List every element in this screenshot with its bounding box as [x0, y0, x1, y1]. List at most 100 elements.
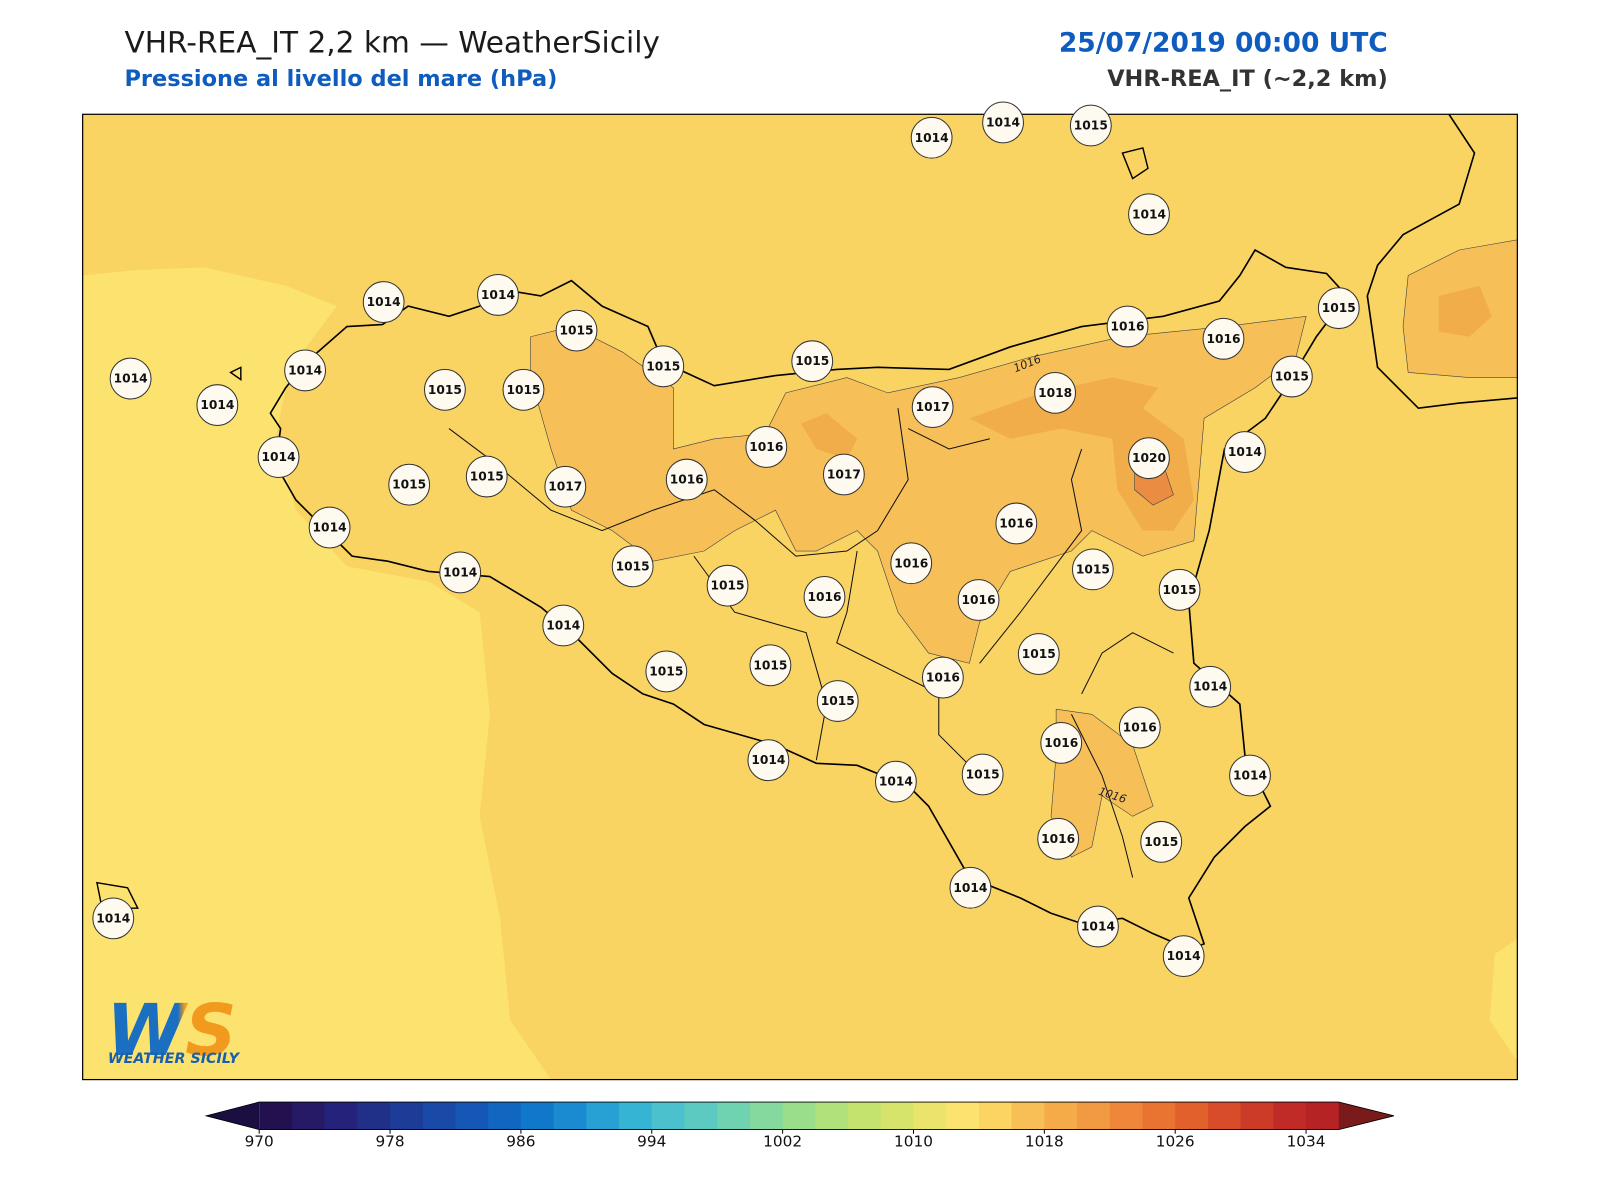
station: 1014	[982, 101, 1024, 144]
colorbar-segment	[815, 1102, 849, 1130]
station-marker	[1128, 437, 1170, 480]
station: 1015	[1017, 633, 1060, 675]
station-value: 1016	[749, 440, 783, 454]
station-value: 1016	[894, 556, 928, 570]
colorbar-segment	[390, 1102, 424, 1130]
station-marker	[423, 368, 466, 411]
colorbar-segment	[1207, 1102, 1242, 1130]
station-value: 1014	[1081, 920, 1115, 934]
station-value: 1014	[1233, 769, 1267, 783]
colorbar-segment	[324, 1102, 358, 1130]
station: 1015	[816, 680, 859, 722]
station-value: 1016	[1206, 332, 1240, 346]
station: 1015	[423, 368, 466, 411]
station: 1014	[1077, 905, 1119, 948]
station: 1014	[542, 604, 585, 647]
station-marker	[982, 101, 1024, 144]
station-marker	[1106, 305, 1149, 348]
station: 1016	[957, 579, 1000, 621]
colorbar-segment	[684, 1102, 718, 1130]
colorbar-segment	[1240, 1102, 1274, 1130]
station-marker	[706, 564, 749, 607]
station-marker	[745, 426, 788, 468]
station: 1016	[890, 542, 933, 585]
station: 1014	[1229, 754, 1271, 797]
station-marker	[910, 116, 953, 159]
station-marker	[1162, 935, 1205, 978]
station-value: 1015	[646, 359, 680, 373]
station: 1018	[1034, 371, 1077, 414]
station-marker	[1077, 905, 1119, 948]
station-value: 1015	[1076, 562, 1110, 576]
station-value: 1016	[926, 671, 960, 685]
colorbar-segment	[1109, 1102, 1143, 1130]
station: 1017	[544, 465, 587, 508]
station: 1015	[555, 309, 598, 352]
station-marker	[1037, 817, 1080, 860]
station-value: 1015	[392, 478, 426, 492]
station-value: 1016	[670, 473, 704, 487]
colorbar-outline	[204, 1101, 1394, 1131]
colorbar-segment	[291, 1102, 326, 1130]
colorbar-tick-label: 986	[506, 1132, 535, 1150]
station-value: 1014	[367, 295, 401, 309]
station-marker	[949, 866, 992, 909]
station: 1016	[803, 576, 846, 618]
station: 1015	[1317, 287, 1360, 330]
colorbar-segment	[1011, 1102, 1045, 1130]
colorbar-tick-label: 1018	[1025, 1132, 1064, 1150]
station: 1014	[439, 551, 482, 594]
station-value: 1016	[999, 516, 1033, 530]
station-marker	[1040, 721, 1083, 764]
colorbar-segment	[455, 1102, 489, 1130]
station-value: 1015	[966, 767, 1000, 781]
model: VHR-REA_IT (~2,2 km)	[1107, 66, 1388, 92]
colorbar-segment	[880, 1102, 914, 1130]
station-marker	[816, 680, 859, 722]
station-marker	[1017, 633, 1060, 675]
station: 1015	[642, 345, 685, 388]
colorbar-segment	[782, 1102, 816, 1130]
colorbar-segment	[1142, 1102, 1176, 1130]
station-value: 1014	[546, 619, 580, 633]
station: 1015	[502, 368, 545, 411]
station-value: 1015	[616, 559, 650, 573]
station: 1017	[822, 453, 865, 496]
station: 1014	[1128, 193, 1170, 236]
station: 1015	[749, 644, 792, 687]
colorbar-segment	[586, 1102, 620, 1130]
colorbar-segment	[259, 1102, 293, 1130]
island	[96, 147, 1149, 909]
station-marker	[665, 458, 708, 501]
station-marker	[1071, 548, 1114, 591]
station-marker	[1128, 193, 1170, 236]
colorbar-segment	[422, 1102, 456, 1130]
station-marker	[803, 576, 846, 618]
station-marker	[109, 357, 152, 400]
station: 1014	[109, 357, 152, 400]
station-marker	[957, 579, 1000, 621]
station-marker	[1140, 820, 1183, 863]
station-marker	[642, 345, 685, 388]
station-marker	[1189, 665, 1232, 708]
station-marker	[1158, 568, 1201, 611]
station-marker	[875, 760, 917, 803]
station-marker	[465, 455, 508, 498]
station-value: 1014	[1228, 445, 1262, 459]
station: 1015	[1069, 104, 1112, 147]
colorbar-tick-label: 978	[375, 1132, 404, 1150]
station: 1014	[747, 739, 790, 782]
colorbar-segment	[946, 1102, 980, 1130]
station-marker	[611, 545, 654, 588]
station-value: 1014	[1167, 949, 1201, 963]
station-value: 1020	[1132, 451, 1166, 465]
station-layer: 1014 1014 1015 1014 1014 1014 1015 1015 1015 1016…	[92, 101, 1360, 978]
map-frame	[82, 113, 1518, 1081]
station: 1015	[388, 463, 431, 506]
colorbar-segment	[520, 1102, 555, 1130]
station: 1014	[284, 349, 327, 392]
title: VHR-REA_IT 2,2 km — WeatherSicily	[124, 25, 659, 59]
station-value: 1014	[114, 372, 148, 386]
station-value: 1014	[313, 521, 347, 535]
